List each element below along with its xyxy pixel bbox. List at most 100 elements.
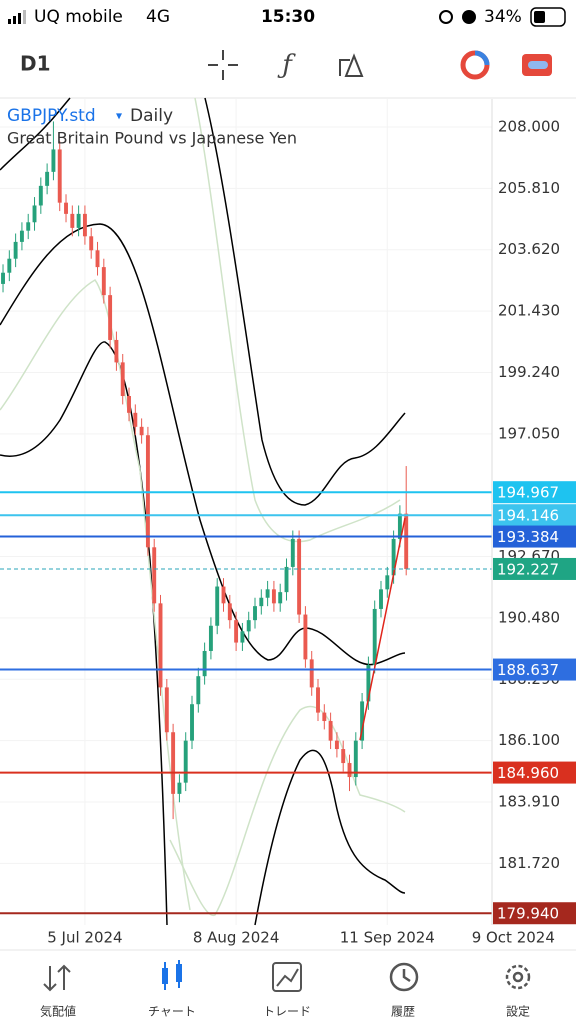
candle-body — [51, 149, 56, 172]
bottom-nav: 気配値 チャート トレード 履歴 設定 — [40, 960, 531, 1019]
candle-body — [328, 721, 333, 741]
price-label: 188.637 — [497, 661, 559, 679]
nav-label[interactable]: トレード — [263, 1005, 311, 1019]
candle-body — [32, 205, 37, 223]
candle-body — [114, 339, 119, 363]
nav-label[interactable]: 気配値 — [40, 1004, 76, 1019]
candle-body — [366, 664, 371, 702]
candle-body — [76, 213, 81, 228]
price-label-box — [493, 658, 576, 681]
signal-icon — [23, 10, 26, 24]
battery-level — [534, 11, 545, 23]
candle-body — [57, 149, 62, 203]
nav-label[interactable]: 設定 — [506, 1005, 530, 1019]
candle-body — [45, 171, 50, 186]
y-tick-label: 183.910 — [498, 792, 560, 810]
y-tick-label: 181.720 — [498, 854, 560, 872]
trade-icon[interactable] — [460, 50, 490, 80]
envelope-line — [0, 279, 191, 911]
price-label-box — [493, 481, 576, 504]
candle-body — [347, 763, 352, 778]
x-tick-label: 5 Jul 2024 — [47, 929, 122, 947]
carrier: UQ mobile — [34, 7, 123, 27]
candle-body — [177, 782, 182, 794]
candle-body — [322, 712, 327, 722]
y-tick-label: 197.050 — [498, 424, 560, 442]
trend-line — [359, 517, 406, 741]
candle-body — [208, 625, 213, 651]
candle-body — [397, 513, 402, 539]
candle-body — [158, 603, 163, 688]
network: 4G — [146, 7, 170, 27]
history-icon[interactable] — [389, 962, 419, 992]
price-labels: 194.967 194.146 193.384 192.227 188.637 184.9… — [493, 481, 576, 925]
alarm-icon — [462, 10, 476, 24]
candle-body — [360, 701, 365, 741]
battery-icon — [530, 7, 566, 27]
nav-label[interactable]: 履歴 — [391, 1005, 415, 1019]
candle-body — [227, 603, 232, 621]
crosshair-icon[interactable] — [208, 50, 238, 80]
bollinger-lower — [254, 749, 406, 926]
bollinger-lower — [0, 341, 168, 926]
quotes-icon[interactable] — [43, 964, 71, 992]
candle-body — [271, 589, 276, 604]
candle-body — [120, 362, 125, 397]
account-icon[interactable] — [522, 54, 552, 76]
candle-body — [341, 749, 346, 764]
candle-body — [139, 426, 144, 436]
candle-body — [221, 586, 226, 604]
candle-body — [95, 250, 100, 268]
symbol-link[interactable]: GBPJPY.std — [7, 106, 96, 126]
candle-body — [265, 589, 270, 598]
indicator-icon[interactable]: ƒ — [277, 50, 296, 80]
chart: 208.000 205.810 203.620 201.430 199.240 197.0… — [0, 97, 576, 947]
candle-body — [108, 295, 113, 340]
price-label-box — [493, 557, 576, 580]
price-label: 179.940 — [497, 905, 559, 923]
timeframe-button[interactable]: D1 — [20, 52, 51, 76]
candle-body — [89, 236, 94, 251]
battery-text: 34% — [484, 7, 522, 27]
candle-body — [391, 538, 396, 576]
candle-body — [290, 538, 295, 567]
trade-nav-icon[interactable] — [272, 962, 302, 992]
candle-body — [259, 597, 264, 607]
objects-icon[interactable] — [339, 53, 364, 77]
x-tick-label: 8 Aug 2024 — [193, 929, 280, 947]
signal-icon — [13, 16, 16, 24]
candle-body — [202, 650, 207, 677]
candle-body — [190, 704, 194, 741]
clock: 15:30 — [261, 7, 315, 27]
nav-label[interactable]: チャート — [148, 1005, 196, 1019]
candle-body — [278, 592, 283, 604]
price-label: 194.146 — [497, 507, 559, 525]
signal-icon — [8, 19, 11, 24]
settings-icon[interactable] — [505, 964, 531, 990]
candle-body — [284, 566, 289, 593]
candle-body — [372, 608, 377, 665]
candle-body — [297, 538, 302, 615]
candle-body — [385, 575, 390, 590]
price-label-box — [493, 902, 576, 925]
chart-icon[interactable] — [162, 960, 182, 990]
x-axis: 5 Jul 2024 8 Aug 2024 11 Sep 2024 9 Oct 202… — [47, 929, 555, 947]
candle-body — [196, 676, 201, 705]
x-tick-label: 9 Oct 2024 — [472, 929, 555, 947]
price-label-box — [493, 504, 576, 527]
candle-body — [26, 222, 31, 231]
price-label-box — [493, 761, 576, 784]
candle-body — [303, 614, 308, 660]
price-lines — [0, 491, 492, 915]
y-tick-label: 208.000 — [498, 118, 560, 136]
candles — [1, 121, 409, 820]
bollinger-upper — [0, 97, 71, 171]
candle-body — [334, 740, 339, 750]
x-tick-label: 11 Sep 2024 — [340, 929, 435, 947]
candle-body — [316, 687, 320, 713]
timeframe-label: Daily — [130, 106, 173, 126]
price-label: 193.384 — [497, 528, 559, 546]
price-label: 192.227 — [497, 560, 559, 578]
symbol-dropdown[interactable]: ▾ — [116, 109, 122, 123]
